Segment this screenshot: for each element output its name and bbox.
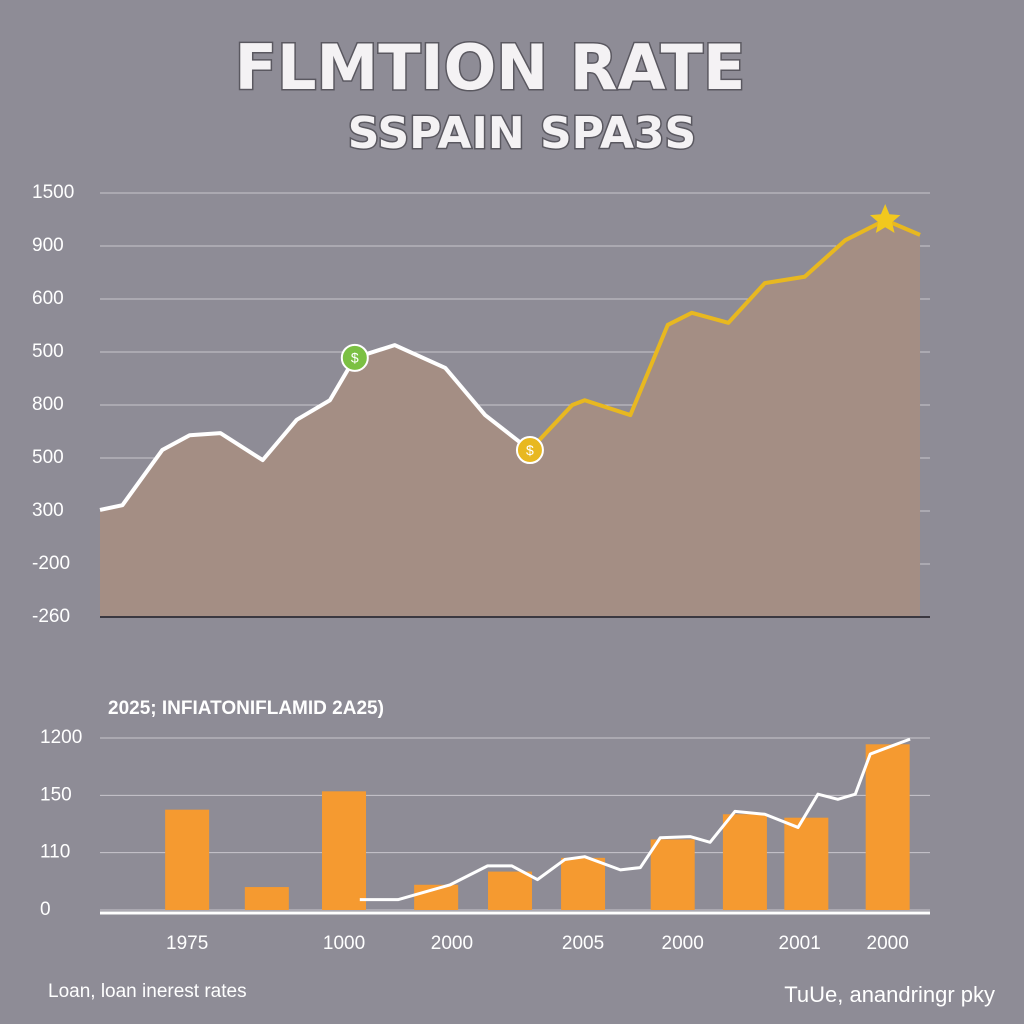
footer-right: TuUe, anandringr pky xyxy=(784,982,995,1007)
bar xyxy=(722,814,767,910)
bar xyxy=(165,809,210,910)
bar xyxy=(865,744,910,910)
y-tick-label: -260 xyxy=(32,606,70,627)
y-tick-label: 1500 xyxy=(32,182,74,203)
subtitle: SSPAIN SPA3S xyxy=(348,108,696,159)
y-tick-label: 0 xyxy=(40,899,51,920)
y-tick-label: 600 xyxy=(32,288,64,309)
bar xyxy=(488,871,533,910)
chart-title: 2025; INFIATONIFLAMID 2A25) xyxy=(108,698,384,719)
x-tick-label: 2000 xyxy=(867,933,909,954)
line-highlight xyxy=(528,218,921,452)
y-tick-label: 300 xyxy=(32,500,64,521)
footer-left: Loan, loan inerest rates xyxy=(48,981,247,1002)
bar xyxy=(561,857,606,910)
x-tick-label: 1975 xyxy=(166,933,208,954)
x-tick-label: 2000 xyxy=(431,933,473,954)
y-tick-label: 150 xyxy=(40,784,72,805)
line xyxy=(99,343,532,512)
marker xyxy=(340,343,369,372)
x-tick-label: 1000 xyxy=(323,933,365,954)
marker-label: $ xyxy=(526,442,534,458)
line xyxy=(359,737,911,902)
star-marker xyxy=(870,204,901,233)
bar xyxy=(244,887,289,910)
y-tick-label: -200 xyxy=(32,553,70,574)
marker-label: $ xyxy=(351,350,359,366)
x-tick-label: 2005 xyxy=(562,933,604,954)
marker xyxy=(515,436,544,465)
x-tick-label: 2000 xyxy=(662,933,704,954)
y-tick-label: 500 xyxy=(32,341,64,362)
title: FLMTION RATE xyxy=(235,31,746,104)
y-tick-label: 500 xyxy=(32,447,64,468)
bar xyxy=(322,791,367,910)
bar xyxy=(650,839,695,910)
y-tick-label: 800 xyxy=(32,394,64,415)
y-tick-label: 900 xyxy=(32,235,64,256)
x-tick-label: 2001 xyxy=(779,933,821,954)
y-tick-label: 1200 xyxy=(40,727,82,748)
bar xyxy=(784,817,829,910)
y-tick-label: 110 xyxy=(40,842,70,863)
